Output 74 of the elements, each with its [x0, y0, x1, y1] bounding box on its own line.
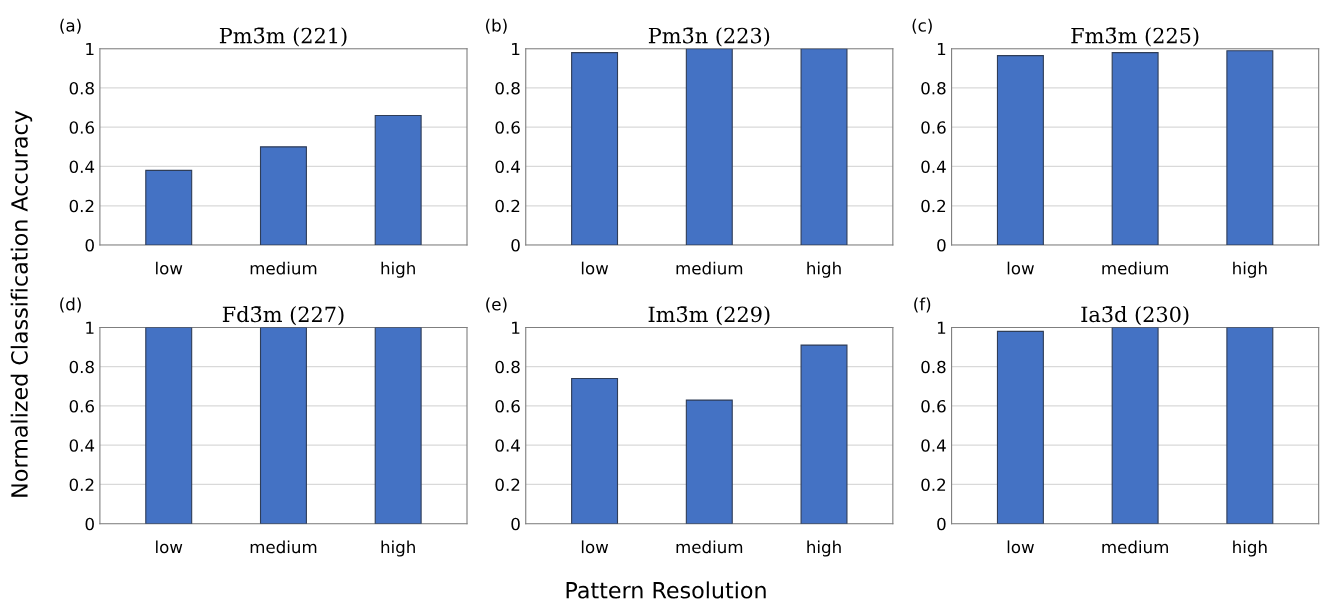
x-tick-label: medium [250, 540, 317, 554]
y-tick-label: 1 [512, 321, 520, 334]
bar [145, 169, 193, 246]
y-tick-label: 0.8 [69, 360, 94, 374]
chart-title: Pm3̄n (223) [648, 27, 770, 47]
x-tick-label: high [381, 540, 415, 557]
x-tick-label: low [581, 261, 609, 275]
y-tick-label: 0.8 [495, 81, 520, 95]
y-tick-label: 0.2 [921, 199, 946, 213]
y-tick-label: 0.6 [495, 121, 520, 134]
y-tick-label: 0 [511, 238, 520, 252]
y-tick-label: 0.2 [69, 199, 94, 213]
y-tick-label: 1 [86, 42, 94, 56]
y-tick-label: 0.8 [495, 360, 520, 374]
y-tick-label: 0.8 [921, 360, 946, 374]
bar [571, 377, 619, 524]
y-tick-label: 0.2 [495, 478, 520, 492]
text: (e) [486, 297, 507, 313]
y-tick-label: 0 [937, 238, 946, 252]
y-tick-label: 1 [937, 321, 946, 334]
y-tick-label: 1 [512, 42, 520, 56]
y-tick-label: 0.4 [495, 160, 520, 174]
x-tick-label: low [1007, 261, 1034, 275]
text: (f) [914, 297, 931, 313]
bar [800, 344, 848, 524]
y-tick-label: 0.6 [69, 399, 94, 413]
x-tick-label: low [156, 540, 183, 554]
bar [374, 114, 422, 246]
x-tick-label: medium [676, 540, 743, 554]
y-tick-label: 0.6 [495, 399, 520, 413]
chart-title: Fm3̄m (225) [1071, 27, 1199, 47]
y-tick-label: 0.4 [921, 160, 946, 174]
x-tick-label: high [1233, 261, 1267, 278]
text: (b) [486, 18, 507, 34]
x-tick-label: high [381, 261, 415, 278]
text: (a) [60, 18, 81, 34]
y-tick-label: 0.6 [69, 121, 94, 134]
x-tick-label: high [807, 261, 841, 278]
y-tick-label: 0.2 [921, 478, 946, 492]
x-tick-label: low [156, 261, 183, 275]
y-tick-label: 0 [85, 517, 94, 531]
x-tick-label: high [807, 540, 841, 557]
y-tick-label: 0.6 [921, 399, 946, 413]
y-tick-label: 0.4 [495, 439, 520, 452]
bar [259, 146, 307, 246]
chart-title: Fd3̄m (227) [222, 306, 344, 326]
y-tick-label: 0.2 [495, 199, 520, 213]
y-tick-label: 0.2 [69, 478, 94, 492]
y-tick-label: 1 [937, 42, 946, 56]
y-tick-label: 0.8 [69, 81, 94, 95]
x-tick-label: medium [1102, 540, 1168, 554]
y-tick-label: 0 [511, 517, 520, 531]
y-tick-label: 0.8 [921, 81, 946, 95]
x-tick-label: high [1233, 540, 1267, 557]
text: (d) [60, 297, 81, 313]
y-axis-title: Normalized Classification Accuracy [10, 110, 33, 497]
x-tick-label: low [581, 540, 609, 554]
x-tick-label: low [1007, 540, 1034, 554]
x-axis-title: Pattern Resolution [566, 581, 766, 599]
y-tick-label: 0.4 [69, 160, 95, 174]
y-tick-label: 0 [85, 238, 94, 252]
x-tick-label: medium [250, 261, 317, 275]
y-tick-label: 0 [937, 517, 946, 531]
y-tick-label: 0.4 [921, 439, 946, 452]
chart-title: Im3̄m (229) [648, 306, 770, 326]
y-tick-label: 1 [86, 321, 94, 334]
bar [685, 399, 733, 524]
x-tick-label: medium [1102, 261, 1168, 275]
x-tick-label: medium [676, 261, 743, 275]
y-tick-label: 0.6 [921, 121, 946, 134]
y-tick-label: 0.4 [69, 439, 95, 452]
chart-title: Ia3̄d (230) [1081, 306, 1189, 326]
chart-title: Pm3̄m (221) [219, 27, 347, 47]
text: (c) [912, 18, 932, 34]
